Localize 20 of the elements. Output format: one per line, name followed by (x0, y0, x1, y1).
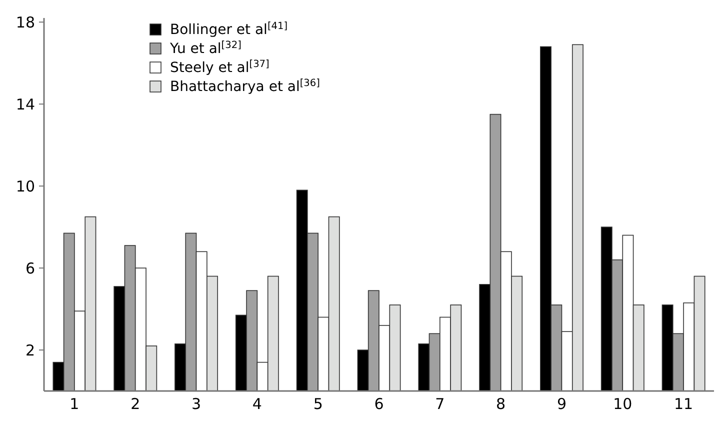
x-tick-label: 1 (70, 395, 80, 413)
x-tick-label: 3 (192, 395, 202, 413)
x-tick-label: 2 (130, 395, 140, 413)
legend-label: Bollinger et al$^{[41]}$ (170, 20, 288, 38)
legend-label: Bhattacharya et al$^{[36]}$ (170, 78, 320, 95)
y-tick-label: 18 (16, 13, 35, 32)
x-tick-label: 8 (496, 395, 506, 413)
x-tick-label: 9 (556, 395, 566, 413)
x-tick-label: 5 (313, 395, 323, 413)
x-tick-label: 4 (252, 395, 262, 413)
legend-label: Yu et al$^{[32]}$ (169, 40, 242, 57)
x-tick-label: 6 (374, 395, 384, 413)
x-tick-label: 7 (435, 395, 445, 413)
x-tick-label: 10 (613, 395, 632, 413)
x-tick-label: 11 (674, 395, 694, 413)
legend-label: Steely et al$^{[37]}$ (170, 58, 270, 76)
y-tick-label: 2 (25, 341, 35, 360)
y-tick-label: 6 (25, 259, 35, 278)
y-tick-label: 10 (16, 177, 35, 196)
y-tick-label: 14 (16, 95, 35, 114)
